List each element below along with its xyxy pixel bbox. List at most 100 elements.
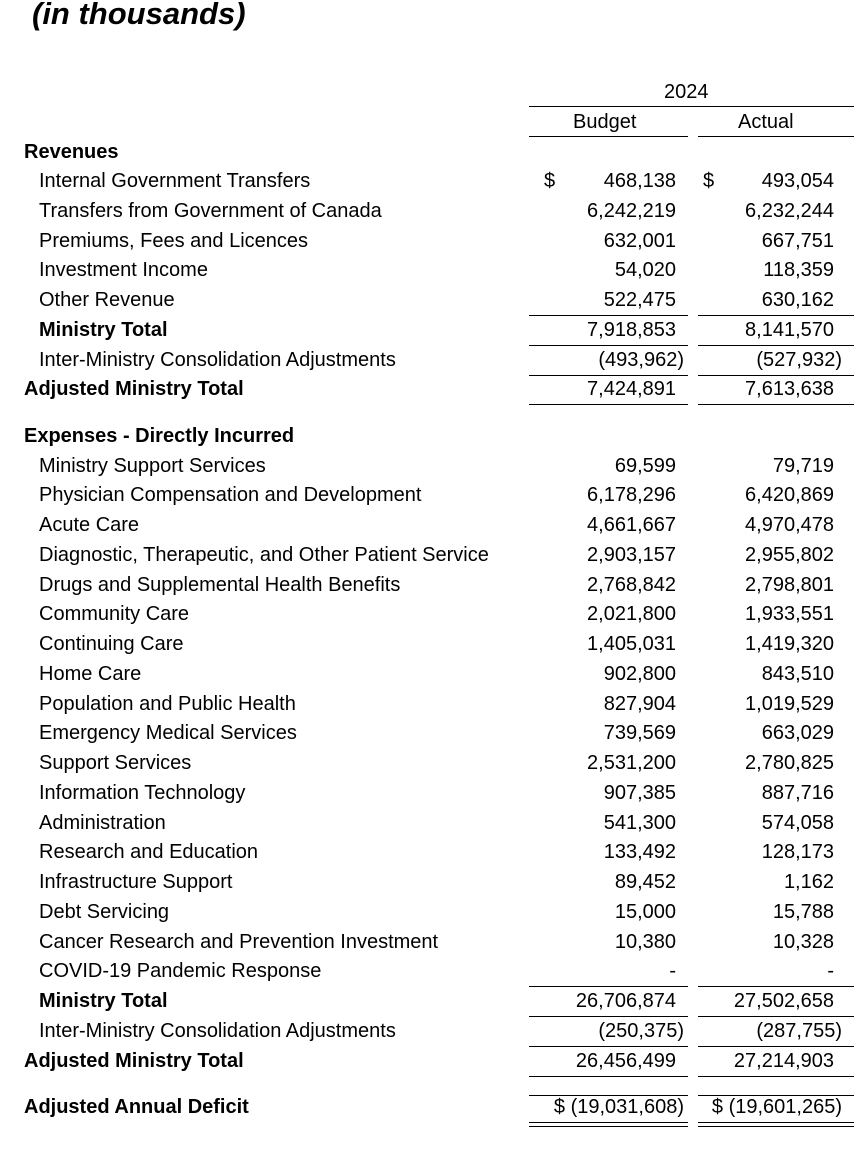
budget-value: 26,706,874 xyxy=(575,990,676,1012)
year-underline xyxy=(529,106,854,107)
table-row: Adjusted Annual Deficit $ (19,031,608) $ (… xyxy=(0,1093,854,1122)
actual-value: 1,019,529 xyxy=(745,693,834,715)
rule-after-8-actual xyxy=(698,404,854,405)
actual-value: 2,955,802 xyxy=(745,544,834,566)
actual-value: 118,359 xyxy=(763,259,834,281)
table-subtitle: (in thousands) xyxy=(32,0,246,31)
actual-value: $ (19,601,265) xyxy=(711,1096,842,1118)
table-row: Other Revenue 522,475 630,162 xyxy=(0,286,854,315)
actual-value: (527,932) xyxy=(756,349,842,371)
row-label: Acute Care xyxy=(39,514,140,536)
table-row: COVID-19 Pandemic Response - - xyxy=(0,957,854,986)
actual-value: 128,173 xyxy=(761,841,834,863)
budget-value: 2,903,157 xyxy=(587,544,676,566)
table-row: Infrastructure Support 89,452 1,162 xyxy=(0,868,854,897)
rule-after-28-actual xyxy=(698,1016,854,1017)
table-row: Support Services 2,531,200 2,780,825 xyxy=(0,749,854,778)
budget-value: 739,569 xyxy=(603,722,676,744)
row-label: Adjusted Ministry Total xyxy=(24,1050,244,1072)
table-row: Ministry Support Services 69,599 79,719 xyxy=(0,452,854,481)
actual-value: 8,141,570 xyxy=(745,319,834,341)
row-label: Other Revenue xyxy=(39,289,175,311)
table-row: Administration 541,300 574,058 xyxy=(0,809,854,838)
budget-value: 827,904 xyxy=(603,693,676,715)
row-label: Home Care xyxy=(39,663,142,685)
row-label: Population and Public Health xyxy=(39,693,296,715)
rule-before-31-actual xyxy=(698,1095,854,1096)
budget-value: 1,405,031 xyxy=(587,633,676,655)
table-row: Home Care 902,800 843,510 xyxy=(0,660,854,689)
budget-value: 468,138 xyxy=(603,170,676,192)
table-row: Adjusted Ministry Total 7,424,891 7,613,63… xyxy=(0,375,854,404)
double-rule-a-budget xyxy=(529,1122,688,1123)
currency-symbol-budget: $ xyxy=(544,170,556,192)
budget-value: (493,962) xyxy=(598,349,684,371)
budget-value: 26,456,499 xyxy=(575,1050,676,1072)
rule-after-7-actual xyxy=(698,375,854,376)
rule-after-5-budget xyxy=(529,315,688,316)
budget-value: 2,531,200 xyxy=(587,752,676,774)
row-label: Information Technology xyxy=(39,782,246,804)
rule-after-30-budget xyxy=(529,1076,688,1077)
table-row: Inter-Ministry Consolidation Adjustments… xyxy=(0,346,854,375)
row-label: Support Services xyxy=(39,752,192,774)
budget-value: 632,001 xyxy=(603,230,676,252)
row-label: Emergency Medical Services xyxy=(39,722,297,744)
budget-value: 7,918,853 xyxy=(587,319,676,341)
table-row: Internal Government Transfers $ $468,138 49… xyxy=(0,167,854,196)
rule-after-6-budget xyxy=(529,345,688,346)
table-row: Information Technology 907,385 887,716 xyxy=(0,779,854,808)
table-row: Physician Compensation and Development 6,… xyxy=(0,481,854,510)
table-row: Continuing Care 1,405,031 1,419,320 xyxy=(0,630,854,659)
actual-value: 2,798,801 xyxy=(745,574,834,596)
table-row: Drugs and Supplemental Health Benefits 2,… xyxy=(0,571,854,600)
rule-before-31-budget xyxy=(529,1095,688,1096)
row-label: Community Care xyxy=(39,603,190,625)
actual-value: 10,328 xyxy=(772,931,834,953)
rule-after-27-actual xyxy=(698,986,854,987)
actual-value: 574,058 xyxy=(761,812,834,834)
rule-after-7-budget xyxy=(529,375,688,376)
budget-value: 69,599 xyxy=(614,455,676,477)
budget-value: 6,242,219 xyxy=(587,200,676,222)
row-label: COVID-19 Pandemic Response xyxy=(39,960,322,982)
row-label: Revenues xyxy=(24,141,119,163)
actual-value: (287,755) xyxy=(756,1020,842,1042)
budget-value: 6,178,296 xyxy=(587,484,676,506)
table-row: Ministry Total 7,918,853 8,141,570 xyxy=(0,316,854,345)
budget-value: $ (19,031,608) xyxy=(553,1096,684,1118)
row-label: Transfers from Government of Canada xyxy=(39,200,382,222)
row-label: Internal Government Transfers xyxy=(39,170,311,192)
table-row: Community Care 2,021,800 1,933,551 xyxy=(0,600,854,629)
budget-value: 133,492 xyxy=(603,841,676,863)
row-label: Ministry Total xyxy=(39,990,168,1012)
rule-after-30-actual xyxy=(698,1076,854,1077)
table-row: Transfers from Government of Canada 6,242… xyxy=(0,197,854,226)
budget-column-header: Budget xyxy=(573,111,637,133)
budget-value: 907,385 xyxy=(603,782,676,804)
row-label: Diagnostic, Therapeutic, and Other Patie… xyxy=(39,544,489,566)
actual-value: 6,232,244 xyxy=(745,200,834,222)
rule-after-29-budget xyxy=(529,1046,688,1047)
budget-value: 10,380 xyxy=(614,931,676,953)
section-heading-row: Revenues xyxy=(0,138,854,167)
actual-value: 667,751 xyxy=(761,230,834,252)
table-row: Acute Care 4,661,667 4,970,478 xyxy=(0,511,854,540)
table-row: Ministry Total 26,706,874 27,502,658 xyxy=(0,987,854,1016)
row-label: Inter-Ministry Consolidation Adjustments xyxy=(39,1020,396,1042)
actual-value: 493,054 xyxy=(761,170,834,192)
row-label: Expenses - Directly Incurred xyxy=(24,425,295,447)
budget-value: 902,800 xyxy=(603,663,676,685)
rule-after-5-actual xyxy=(698,315,854,316)
actual-value: 663,029 xyxy=(761,722,834,744)
actual-value: 27,502,658 xyxy=(733,990,834,1012)
budget-value: 2,021,800 xyxy=(587,603,676,625)
actual-value: 2,780,825 xyxy=(745,752,834,774)
row-label: Inter-Ministry Consolidation Adjustments xyxy=(39,349,396,371)
rule-after-28-budget xyxy=(529,1016,688,1017)
actual-value: 79,719 xyxy=(772,455,834,477)
actual-header-underline xyxy=(698,136,854,137)
year-header: 2024 xyxy=(664,81,709,103)
table-row: Inter-Ministry Consolidation Adjustments… xyxy=(0,1017,854,1046)
